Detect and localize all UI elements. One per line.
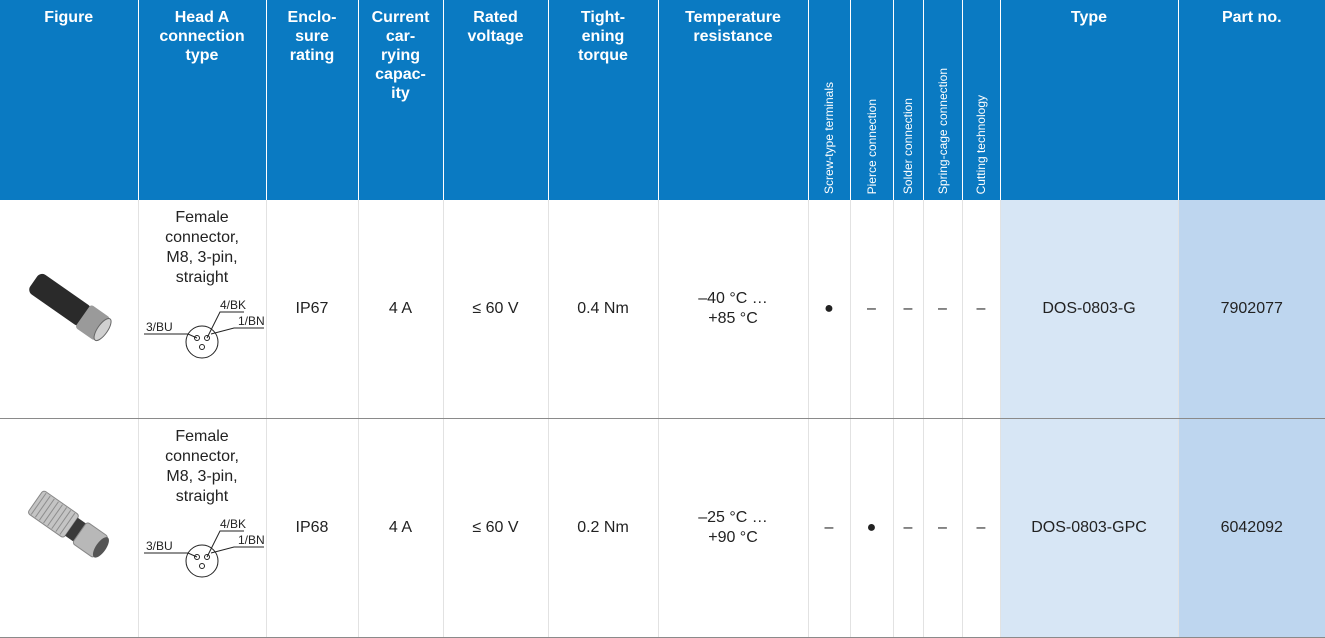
pin-outline	[185, 544, 219, 578]
table-cell: DOS-0803-GPC	[999, 418, 1178, 638]
connector	[27, 490, 109, 558]
pin-lead	[144, 333, 198, 339]
knurl	[46, 504, 63, 527]
table-cell: –	[892, 418, 923, 638]
knurl	[42, 501, 59, 524]
pin-label: 4/BK	[220, 298, 246, 312]
header-label: Cutting technology	[974, 94, 988, 194]
header-cell: Screw-type terminals	[807, 0, 850, 200]
header-cell: Rated voltage	[442, 0, 548, 200]
table-cell: ●	[807, 200, 850, 419]
table-cell: ≤ 60 V	[442, 200, 548, 419]
pin-label: 3/BU	[146, 539, 173, 553]
table-row: Female connector, M8, 3-pin, straight 4/B…	[0, 418, 1325, 638]
table-cell: –	[922, 200, 962, 419]
pin	[204, 335, 210, 341]
header-row: Figure Head A connection type Enclo- sure …	[0, 0, 1325, 200]
pin	[194, 554, 200, 560]
knurl	[38, 498, 55, 521]
connector-image	[28, 273, 112, 342]
header-cell: Cutting technology	[961, 0, 1000, 200]
table-row: Female connector, M8, 3-pin, straight 4/B…	[0, 200, 1325, 419]
table-cell: 4 A	[357, 200, 443, 419]
header-cell: Current car- rying capac- ity	[357, 0, 443, 200]
table-body: Female connector, M8, 3-pin, straight 4/B…	[0, 200, 1325, 638]
pin-label: 3/BU	[146, 320, 173, 334]
header-cell: Solder connection	[892, 0, 923, 200]
table-cell: –	[849, 200, 893, 419]
table-cell: –	[961, 200, 1000, 419]
table-cell: ≤ 60 V	[442, 418, 548, 638]
table-cell: 7902077	[1177, 200, 1325, 419]
connector-ring	[64, 517, 86, 542]
knurl	[34, 495, 51, 518]
header-cell: Figure	[0, 0, 138, 200]
pin-label: 1/BN	[238, 314, 264, 328]
header-cell: Head A connection type	[137, 0, 266, 200]
knurl	[59, 512, 75, 535]
pin	[204, 554, 210, 560]
knurl	[51, 507, 67, 530]
table-cell: –	[892, 200, 923, 419]
connector-face	[92, 537, 109, 558]
pin-lead	[206, 530, 244, 558]
connector-body	[28, 273, 91, 326]
description-cell: Female connector, M8, 3-pin, straight 4/B…	[137, 200, 266, 419]
table-cell: DOS-0803-G	[999, 200, 1178, 419]
description: Female connector, M8, 3-pin, straight	[165, 428, 239, 505]
header-cell: Temperature resistance	[657, 0, 808, 200]
header-cell: Enclo- sure rating	[265, 0, 358, 200]
table-cell: –	[922, 418, 962, 638]
table-cell: –25 °C … +90 °C	[657, 418, 808, 638]
table-cell: –	[807, 418, 850, 638]
header-cell: Part no.	[1177, 0, 1325, 200]
table-cell: 0.4 Nm	[547, 200, 658, 419]
knurl	[30, 492, 47, 515]
pin-label: 4/BK	[220, 517, 246, 531]
figure-cell	[0, 418, 138, 638]
pin-diagram: 4/BK 1/BN 3/BU	[144, 298, 264, 359]
description-cell: Female connector, M8, 3-pin, straight 4/B…	[137, 418, 266, 638]
header-cell: Type	[999, 0, 1178, 200]
table-cell: 6042092	[1177, 418, 1325, 638]
connector	[28, 273, 112, 342]
header-cell: Spring-cage connection	[922, 0, 962, 200]
header-label: Pierce connection	[864, 98, 879, 194]
pin-outline	[185, 325, 219, 359]
pin	[194, 335, 200, 341]
pin	[199, 344, 205, 350]
figure-cell	[0, 200, 138, 419]
pin-lead	[206, 311, 244, 339]
pin-lead	[210, 327, 264, 335]
pin-diagram: 4/BK 1/BN 3/BU	[144, 517, 264, 578]
header-label: Solder connection	[901, 97, 915, 194]
table-cell: IP67	[265, 200, 358, 419]
pin-label: 1/BN	[238, 533, 264, 547]
header-cell: Tight- ening torque	[547, 0, 658, 200]
table-cell: 0.2 Nm	[547, 418, 658, 638]
header-label: Screw-type terminals	[822, 81, 836, 194]
header-label: Spring-cage connection	[935, 67, 950, 194]
table-cell: ●	[849, 418, 893, 638]
header-cell: Pierce connection	[849, 0, 893, 200]
table-cell: –	[961, 418, 1000, 638]
knurl	[55, 510, 71, 532]
pin-lead	[144, 552, 198, 558]
table-cell: 4 A	[357, 418, 443, 638]
pin-lead	[210, 546, 264, 554]
connector-face	[93, 317, 112, 342]
connector-image	[27, 490, 109, 558]
table-cell: –40 °C … +85 °C	[657, 200, 808, 419]
pin	[199, 563, 205, 569]
table-cell: IP68	[265, 418, 358, 638]
description: Female connector, M8, 3-pin, straight	[165, 209, 239, 286]
